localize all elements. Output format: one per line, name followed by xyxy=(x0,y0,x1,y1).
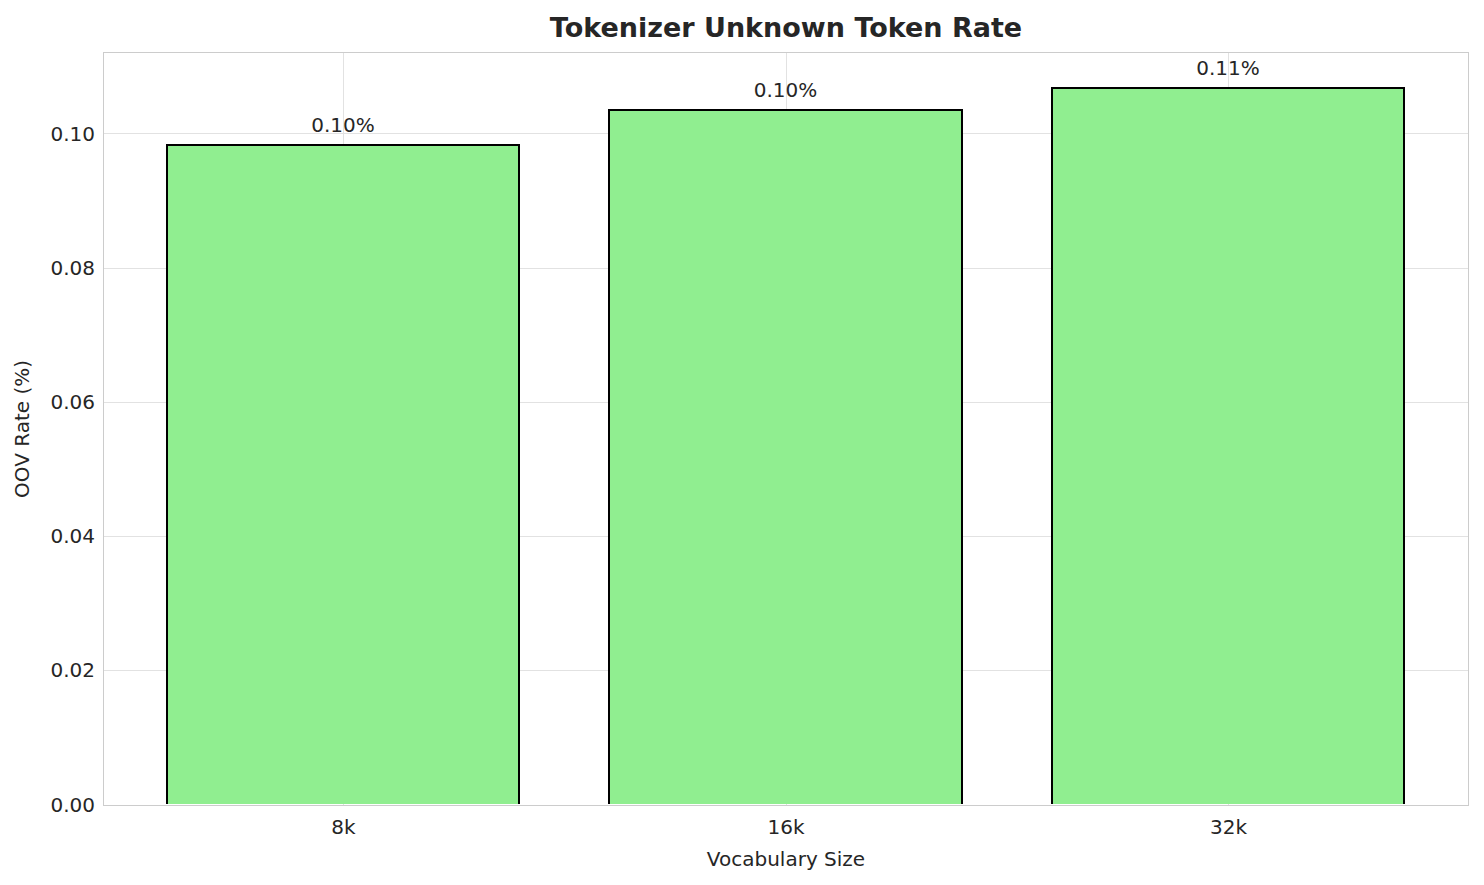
bar xyxy=(1051,87,1405,804)
y-tick-label: 0.10 xyxy=(0,121,95,147)
bar-value-label: 0.11% xyxy=(1148,55,1308,81)
plot-area: 0.10% 0.10% 0.11% xyxy=(103,52,1469,806)
x-axis-label: Vocabulary Size xyxy=(103,846,1469,872)
y-tick-label: 0.08 xyxy=(0,255,95,281)
bar-value-label: 0.10% xyxy=(706,77,866,103)
x-tick-label: 32k xyxy=(1149,814,1309,840)
bar xyxy=(608,109,962,804)
x-tick-label: 8k xyxy=(263,814,423,840)
chart-title: Tokenizer Unknown Token Rate xyxy=(103,10,1469,46)
x-tick-label: 16k xyxy=(706,814,866,840)
bar xyxy=(166,144,520,804)
bar-value-label: 0.10% xyxy=(263,112,423,138)
y-tick-label: 0.02 xyxy=(0,657,95,683)
figure: Tokenizer Unknown Token Rate OOV Rate (%… xyxy=(0,0,1484,885)
y-tick-label: 0.00 xyxy=(0,792,95,818)
y-tick-label: 0.04 xyxy=(0,523,95,549)
y-axis-label: OOV Rate (%) xyxy=(9,360,35,498)
y-tick-label: 0.06 xyxy=(0,389,95,415)
